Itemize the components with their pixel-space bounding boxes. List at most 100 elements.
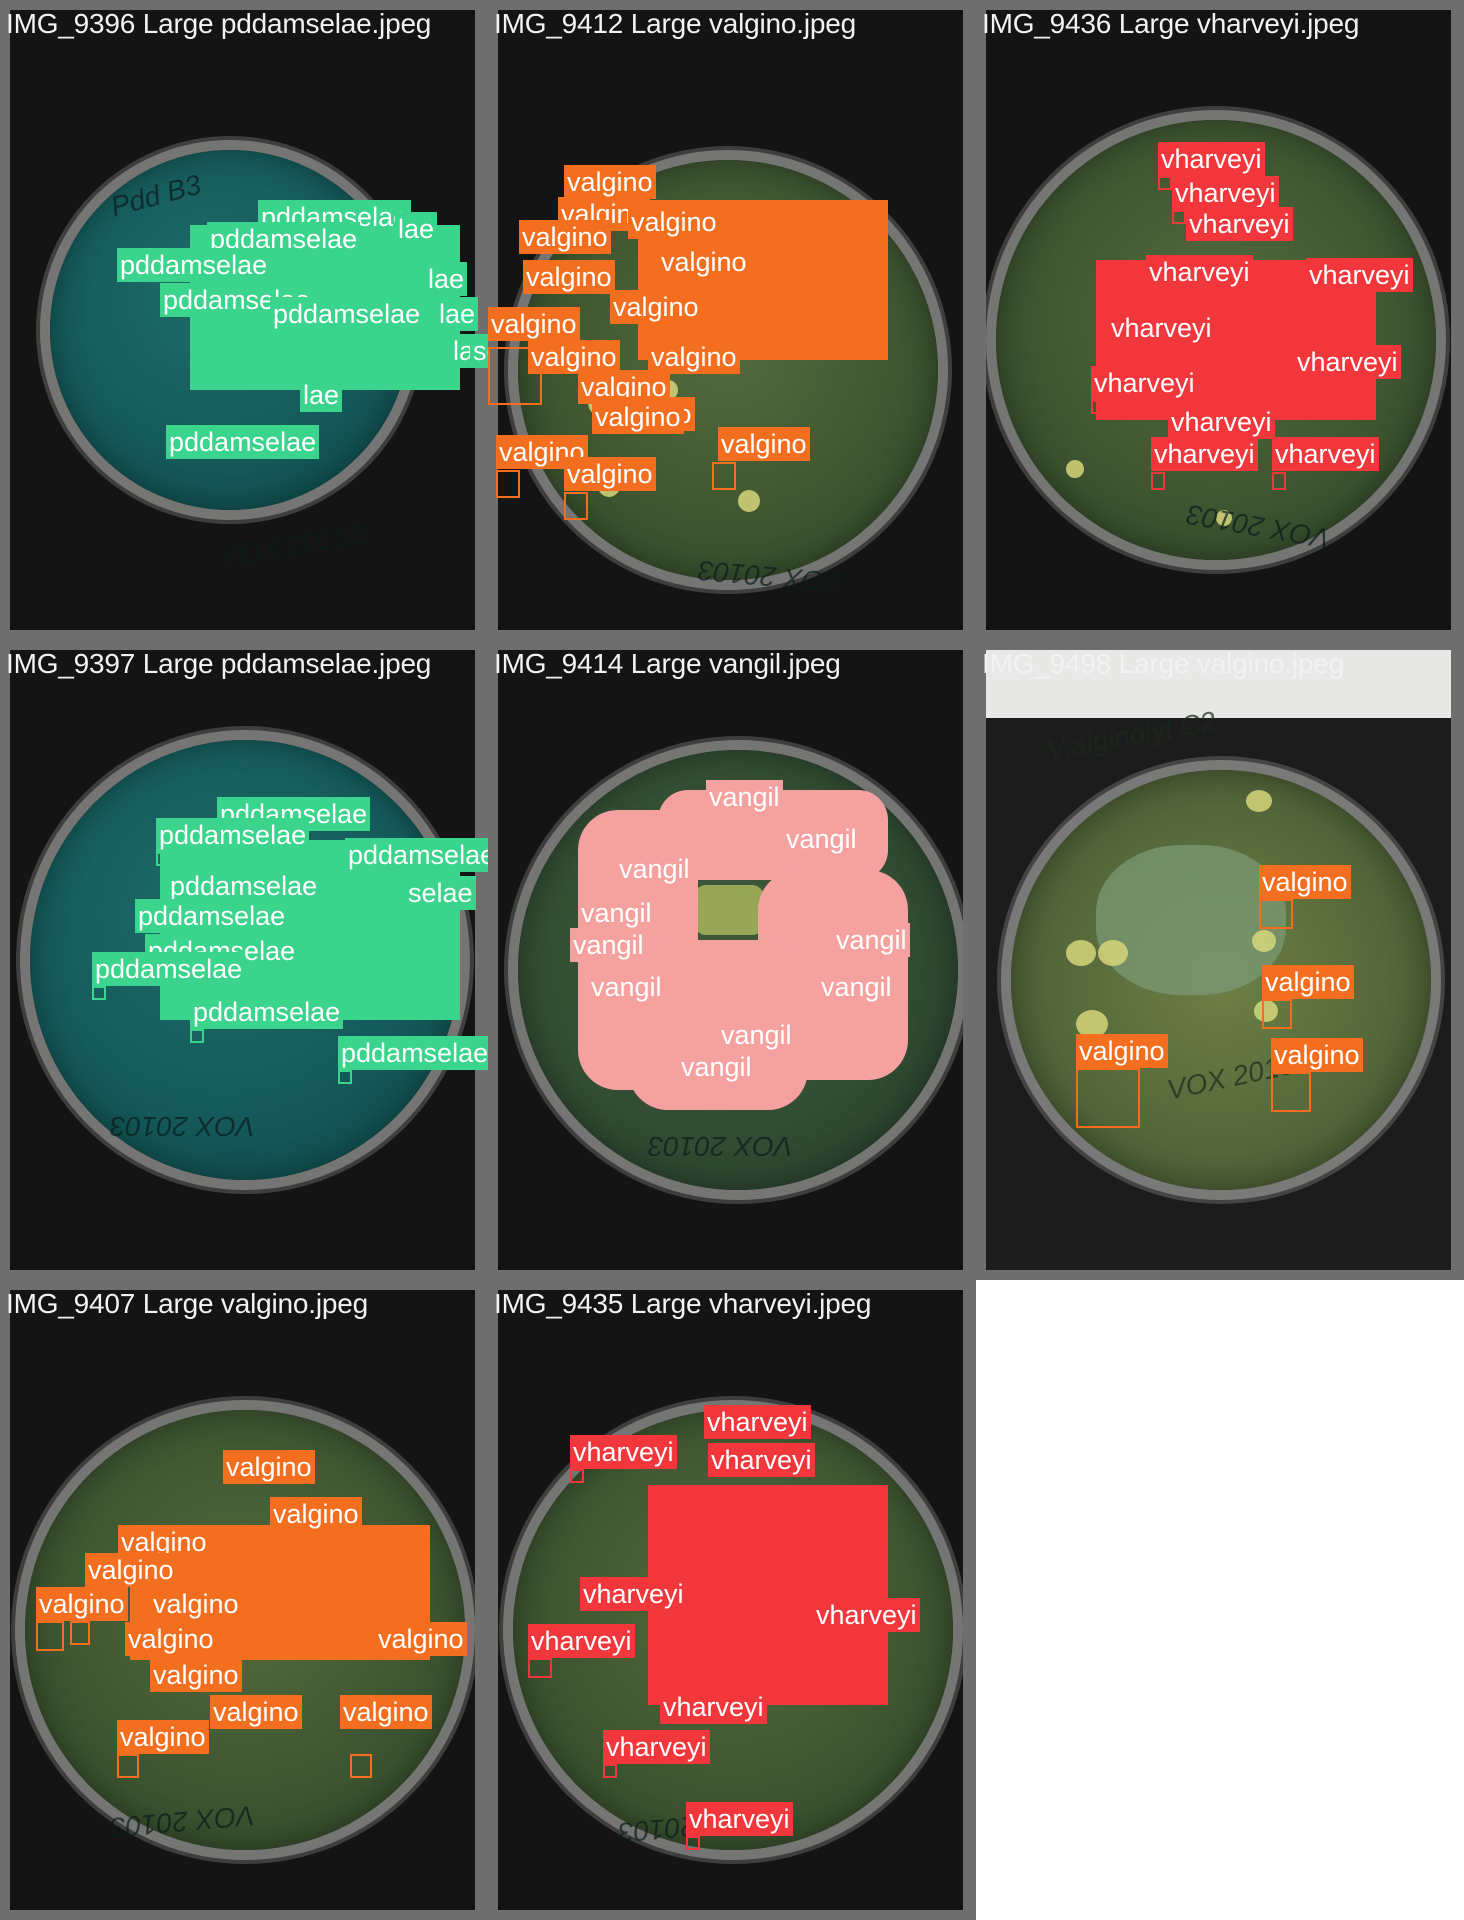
- bounding-box: [1151, 472, 1165, 490]
- detection-label: vharveyi: [708, 1443, 815, 1477]
- detection-label: pddamselae: [270, 297, 424, 331]
- bounding-box: [528, 1658, 552, 1678]
- detection-label: valgino: [488, 307, 580, 341]
- detection-label: valgino: [658, 245, 750, 279]
- detection-label: lae: [395, 212, 438, 246]
- bounding-box: [70, 1621, 90, 1645]
- bounding-box: [488, 347, 542, 405]
- detection-label: pddamselae: [135, 899, 289, 933]
- detection-label: valgino: [223, 1450, 315, 1484]
- image-title: IMG_9396 Large pddamselae.jpeg: [6, 8, 432, 39]
- bounding-box: [1271, 1072, 1311, 1112]
- detection-label: vharveyi: [1108, 311, 1215, 345]
- detection-label: pddamselae: [166, 425, 320, 459]
- detection-label: vangil: [818, 970, 895, 1004]
- bounding-box: [350, 1754, 372, 1778]
- detection-label: vangil: [588, 970, 665, 1004]
- detection-label: vangil: [783, 822, 860, 856]
- detection-label: valgino: [1259, 865, 1351, 899]
- bounding-box: [92, 986, 106, 1000]
- detection-label: vharveyi: [1146, 255, 1253, 289]
- colony: [1076, 1010, 1108, 1038]
- detection-label: vharveyi: [813, 1598, 920, 1632]
- bounding-box: [1259, 899, 1293, 929]
- detection-label: vangil: [833, 923, 910, 957]
- bounding-box: [36, 1621, 64, 1651]
- detection-label: lae: [300, 378, 343, 412]
- detection-label: vharveyi: [1151, 437, 1258, 471]
- image-title: IMG_9436 Large vharveyi.jpeg: [982, 8, 1360, 39]
- image-title: IMG_9397 Large pddamselae.jpeg: [6, 648, 432, 679]
- bounding-box: [496, 470, 520, 498]
- bounding-box: [117, 1754, 139, 1778]
- detection-label: vangil: [578, 896, 655, 930]
- image-title: IMG_9498 Large valgino.jpeg: [982, 648, 1344, 679]
- detection-label: vharveyi: [603, 1730, 710, 1764]
- grid-cell-img-9397: VOX 20103 IMG_9397 Large pddamselae.jpeg…: [0, 640, 488, 1280]
- detection-label: valgino: [564, 457, 656, 491]
- bounding-box: [1158, 176, 1172, 190]
- detection-cluster: [648, 1485, 888, 1705]
- detection-label: vharveyi: [570, 1435, 677, 1469]
- grid-cell-img-9436: VOX 20103 IMG_9436 Large vharveyi.jpeg v…: [976, 0, 1464, 640]
- bounding-box: [1262, 999, 1292, 1029]
- detection-label: valgino: [592, 400, 684, 434]
- detection-label: valgino: [519, 220, 611, 254]
- detection-label: valgino: [610, 290, 702, 324]
- detection-label: vangil: [706, 780, 783, 814]
- handwriting: VOX 20103: [110, 1111, 255, 1142]
- colony: [1216, 510, 1232, 526]
- detection-label: pddamselae: [117, 248, 271, 282]
- detection-label: valgino: [523, 260, 615, 294]
- detection-label: valgino: [496, 435, 588, 469]
- colony: [1066, 460, 1084, 478]
- grid-cell-img-9407: VOX 20103 IMG_9407 Large valgino.jpeg va…: [0, 1280, 488, 1920]
- bounding-box: [570, 1469, 584, 1483]
- detection-label: vharveyi: [1158, 142, 1265, 176]
- bounding-box: [1272, 472, 1286, 490]
- bounding-box: [686, 1836, 700, 1850]
- detection-label: valgino: [528, 340, 620, 374]
- colony: [1246, 790, 1272, 812]
- detection-label: vharveyi: [686, 1802, 793, 1836]
- detection-label: vharveyi: [528, 1624, 635, 1658]
- detection-label: vangil: [616, 852, 693, 886]
- detection-label: vharveyi: [580, 1577, 687, 1611]
- detection-label: valgino: [648, 340, 740, 374]
- bounding-box: [1076, 1068, 1140, 1128]
- detection-label: vharveyi: [704, 1405, 811, 1439]
- grid-cell-img-9412: VOX 20103 IMG_9412 Large valgino.jpeg va…: [488, 0, 976, 640]
- detection-label: vharveyi: [1172, 176, 1279, 210]
- detection-label: valgino: [125, 1622, 217, 1656]
- detection-label: vangil: [678, 1050, 755, 1084]
- grid-cell-img-9435: VOX 20103 IMG_9435 Large vharveyi.jpeg v…: [488, 1280, 976, 1920]
- background-band: [986, 650, 1451, 718]
- handwriting: VOX 20103: [696, 554, 844, 599]
- bounding-box: [1091, 400, 1105, 414]
- detection-label: valgino: [210, 1695, 302, 1729]
- detection-label: lae: [436, 297, 479, 331]
- detection-label: valgino: [270, 1497, 362, 1531]
- photo: V.alginolyt C2 VOX 20103: [986, 650, 1451, 1270]
- detection-label: vangil: [718, 1018, 795, 1052]
- detection-label: valgino: [718, 427, 810, 461]
- detection-label: valgino: [564, 165, 656, 199]
- detection-label: vharveyi: [660, 1690, 767, 1724]
- bounding-box: [1172, 210, 1186, 224]
- colony: [1254, 1000, 1278, 1022]
- detection-label: valgino: [150, 1658, 242, 1692]
- colony: [738, 490, 760, 512]
- colony: [1066, 940, 1096, 966]
- bounding-box: [156, 852, 170, 866]
- bounding-box: [603, 1764, 617, 1778]
- detection-label: pddamselae: [345, 838, 488, 872]
- detection-label: valgino: [375, 1622, 467, 1656]
- detection-label: valgino: [628, 205, 720, 239]
- handwriting: VOX 20103: [218, 517, 367, 574]
- detection-label: valgino: [85, 1553, 177, 1587]
- detection-label: vangil: [570, 928, 647, 962]
- detection-label: valgino: [1262, 965, 1354, 999]
- colony: [1252, 930, 1276, 952]
- detection-label: valgino: [36, 1587, 128, 1621]
- detection-label: vharveyi: [1294, 345, 1401, 379]
